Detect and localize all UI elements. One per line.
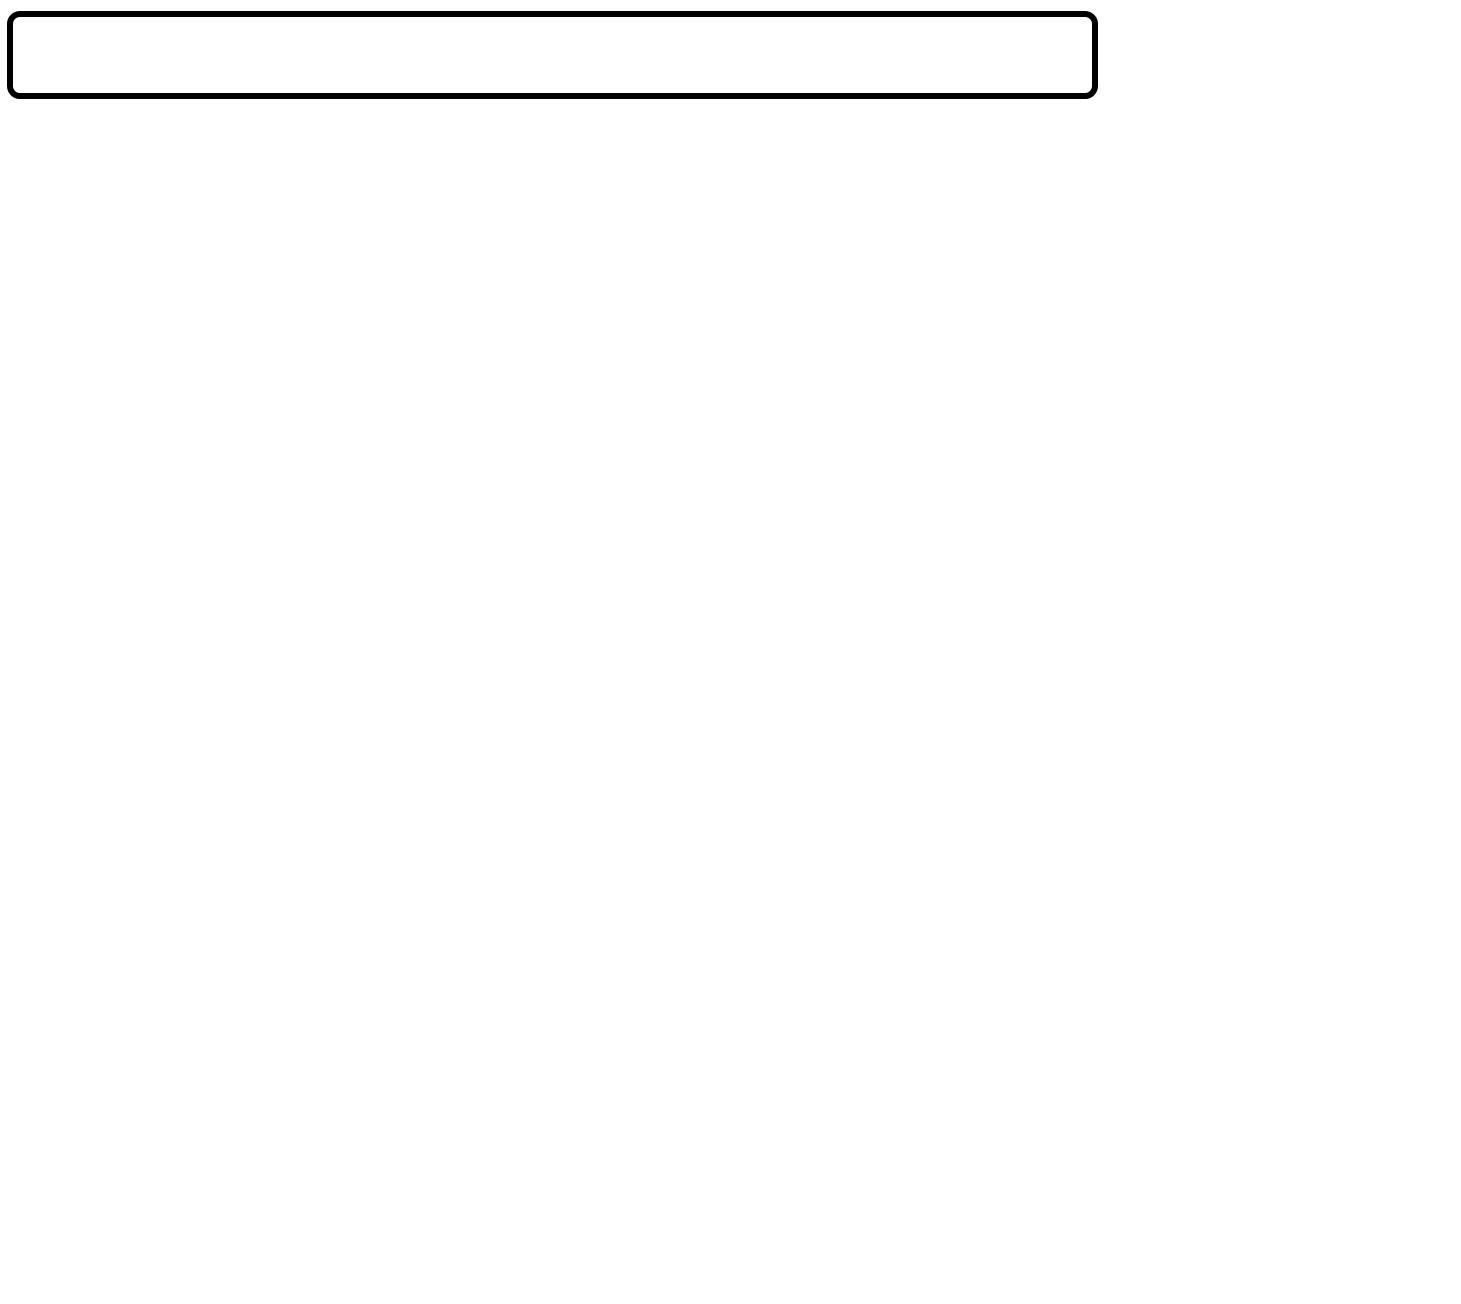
device-mapper-box	[10, 14, 1095, 96]
